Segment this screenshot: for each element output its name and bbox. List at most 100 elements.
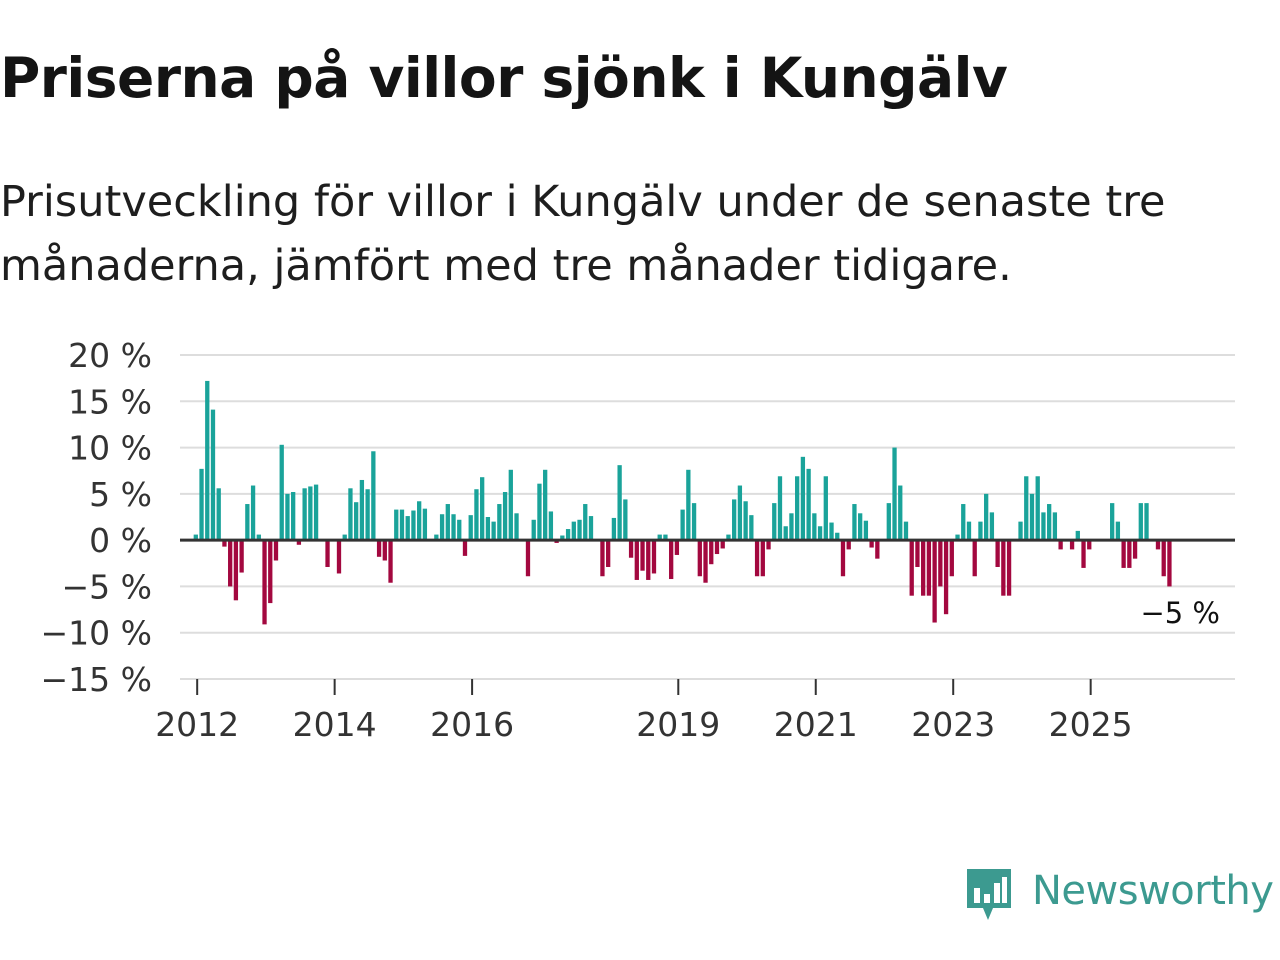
bar <box>1138 503 1143 541</box>
bar <box>342 534 347 541</box>
bar <box>846 540 851 550</box>
bar <box>285 493 290 541</box>
bar <box>491 521 496 541</box>
x-tick-label: 2016 <box>430 705 514 744</box>
bar <box>348 488 353 541</box>
bar <box>1087 540 1092 550</box>
bar <box>1110 503 1115 541</box>
bar <box>709 540 714 565</box>
bar <box>1069 540 1075 550</box>
bar <box>296 540 302 545</box>
newsworthy-bar-chart-icon <box>967 869 1011 920</box>
bar <box>193 534 198 541</box>
bar <box>462 540 468 556</box>
bar <box>915 540 920 567</box>
bar <box>394 509 399 541</box>
bar <box>858 513 863 541</box>
bar <box>565 529 571 541</box>
bar <box>457 519 462 541</box>
bar <box>411 510 416 541</box>
bar <box>949 540 954 577</box>
grid-lines <box>180 354 1235 680</box>
bar <box>749 515 754 541</box>
bar <box>262 540 267 625</box>
bar <box>955 534 960 541</box>
bar <box>657 534 662 541</box>
bar <box>588 516 594 541</box>
x-axis-ticks: 2012 2014 2016 2019 2021 2023 2025 <box>155 679 1133 744</box>
bar <box>691 503 697 541</box>
bar <box>732 499 737 541</box>
bar <box>497 504 502 541</box>
bar <box>250 485 256 541</box>
chart-subtitle: Prisutveckling för villor i Kungälv unde… <box>0 177 1166 291</box>
bar <box>606 540 611 567</box>
bar <box>1144 503 1149 541</box>
bar <box>1001 540 1006 596</box>
bar <box>560 535 565 541</box>
bar <box>1155 540 1161 550</box>
bar <box>812 513 817 541</box>
bar <box>623 499 628 541</box>
bar <box>451 514 456 541</box>
bar <box>783 526 788 541</box>
bar <box>966 521 972 541</box>
bar <box>921 540 926 596</box>
bar <box>669 540 674 580</box>
bar <box>422 508 428 541</box>
bar <box>1075 530 1080 541</box>
y-tick-label: 10 % <box>68 429 152 468</box>
bar <box>628 540 634 558</box>
bar <box>703 540 708 583</box>
bar <box>313 484 319 541</box>
bar <box>806 468 811 541</box>
bar <box>726 534 731 541</box>
bar-chart: 20 %15 %10 %5 %0 %−5 %−10 %−15 % 2012 201… <box>41 336 1235 744</box>
bar <box>508 469 513 541</box>
bar <box>376 540 382 557</box>
bar <box>417 501 422 541</box>
x-tick-label: 2014 <box>293 705 377 744</box>
x-tick-label: 2012 <box>155 705 239 744</box>
bar <box>1161 540 1166 577</box>
bar <box>984 493 989 541</box>
bar <box>531 519 536 541</box>
bar <box>932 540 937 623</box>
bar <box>943 540 949 615</box>
bar <box>817 526 823 541</box>
bar <box>382 540 387 561</box>
bar <box>789 513 794 541</box>
bar <box>1167 540 1172 587</box>
bar <box>485 517 491 541</box>
bar <box>1052 512 1058 541</box>
bar <box>205 380 210 541</box>
bar <box>308 486 313 541</box>
bar <box>222 540 227 547</box>
bar <box>852 504 857 541</box>
bar <box>680 509 685 541</box>
bar <box>359 479 365 541</box>
bar <box>439 514 445 541</box>
y-tick-label: −10 % <box>41 614 153 653</box>
bar <box>1132 540 1138 559</box>
bars <box>193 380 1172 625</box>
bar <box>869 540 874 548</box>
bar <box>663 534 668 541</box>
bar <box>1047 504 1052 541</box>
bar <box>583 504 588 541</box>
axes <box>180 538 1235 680</box>
bar <box>800 456 806 541</box>
bar <box>354 502 359 541</box>
x-tick-label: 2019 <box>636 705 720 744</box>
x-tick-label: 2021 <box>774 705 858 744</box>
bar <box>228 540 233 587</box>
last-value-label: −5 % <box>1140 596 1220 630</box>
y-axis-ticks: 20 % 15 % 10 % 5 % 0 % −5 % −10 % −15 % <box>41 336 153 699</box>
bar <box>651 540 657 574</box>
bar <box>1081 540 1086 568</box>
bar <box>777 476 783 541</box>
bar <box>903 521 909 541</box>
bar <box>640 540 645 571</box>
bar <box>772 503 777 541</box>
bar <box>210 409 216 541</box>
